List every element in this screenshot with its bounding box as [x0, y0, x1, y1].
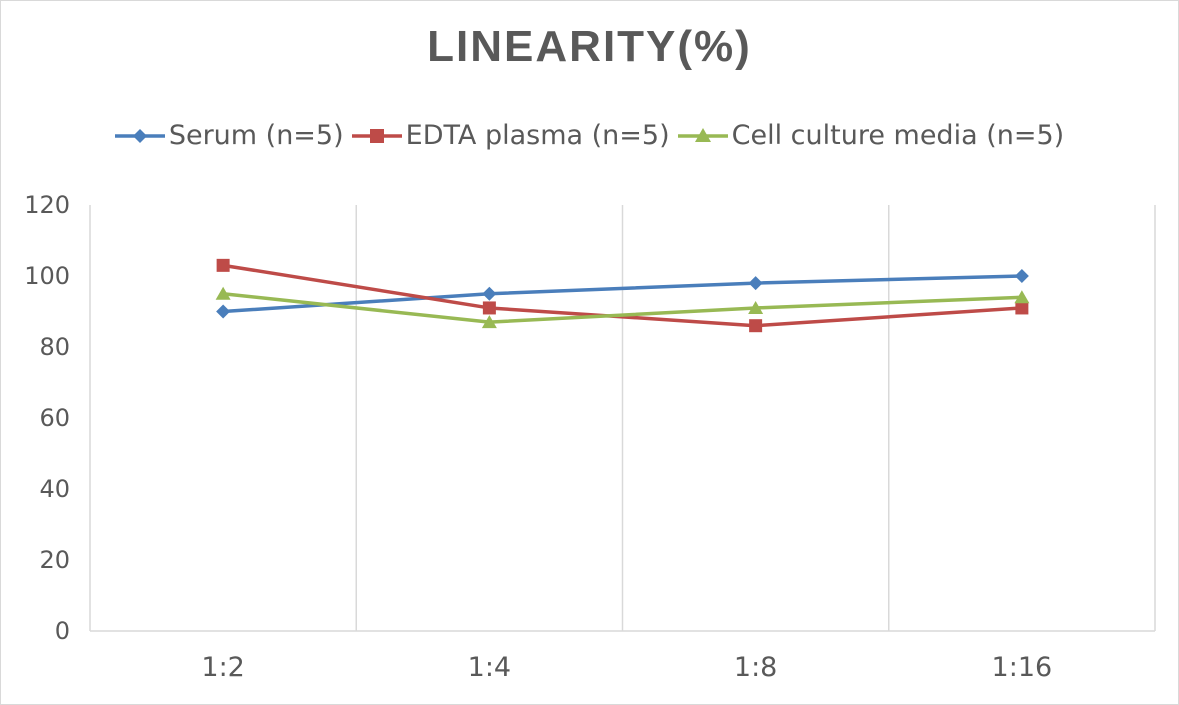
chart-legend: Serum (n=5) EDTA plasma (n=5) Cell cultu… — [0, 120, 1179, 151]
y-tick-label: 20 — [39, 546, 70, 574]
data-point-square — [216, 258, 230, 272]
data-point-square — [1015, 301, 1029, 315]
data-point-diamond — [748, 276, 763, 291]
data-point-diamond — [216, 304, 231, 319]
y-tick-label: 120 — [24, 191, 70, 219]
data-point-triangle — [1014, 290, 1030, 304]
chart-title: LINEARITY(%) — [427, 22, 752, 71]
legend-item-cell-culture-media: Cell culture media (n=5) — [677, 120, 1065, 151]
legend-item-edta-plasma: EDTA plasma (n=5) — [351, 120, 670, 151]
x-tick-label: 1:2 — [201, 652, 244, 683]
series-line — [223, 274, 1022, 314]
y-tick-label: 60 — [39, 404, 70, 432]
legend-swatch-serum — [114, 128, 165, 143]
y-tick-label: 80 — [39, 333, 70, 361]
legend-label-serum: Serum (n=5) — [168, 120, 344, 151]
legend-label-cell-culture-media: Cell culture media (n=5) — [731, 120, 1065, 151]
y-tick-label: 100 — [24, 262, 70, 290]
data-point-diamond — [482, 286, 497, 301]
series-line — [222, 292, 1022, 324]
x-tick-label: 1:16 — [992, 652, 1053, 683]
data-point-square — [749, 319, 763, 333]
series-line — [222, 263, 1022, 328]
data-point-diamond — [1014, 269, 1029, 283]
y-tick-label: 40 — [39, 475, 70, 503]
data-point-triangle — [748, 300, 764, 314]
y-tick-label: 0 — [55, 617, 70, 645]
legend-item-serum: Serum (n=5) — [114, 120, 344, 151]
legend-label-edta-plasma: EDTA plasma (n=5) — [405, 120, 670, 151]
legend-swatch-cell-culture-media — [677, 127, 728, 142]
x-tick-label: 1:4 — [468, 652, 511, 683]
data-point-square — [482, 301, 496, 315]
data-point-triangle — [481, 315, 497, 329]
data-point-triangle — [215, 286, 231, 300]
legend-swatch-edta-plasma — [351, 128, 402, 143]
x-tick-label: 1:8 — [734, 652, 777, 683]
